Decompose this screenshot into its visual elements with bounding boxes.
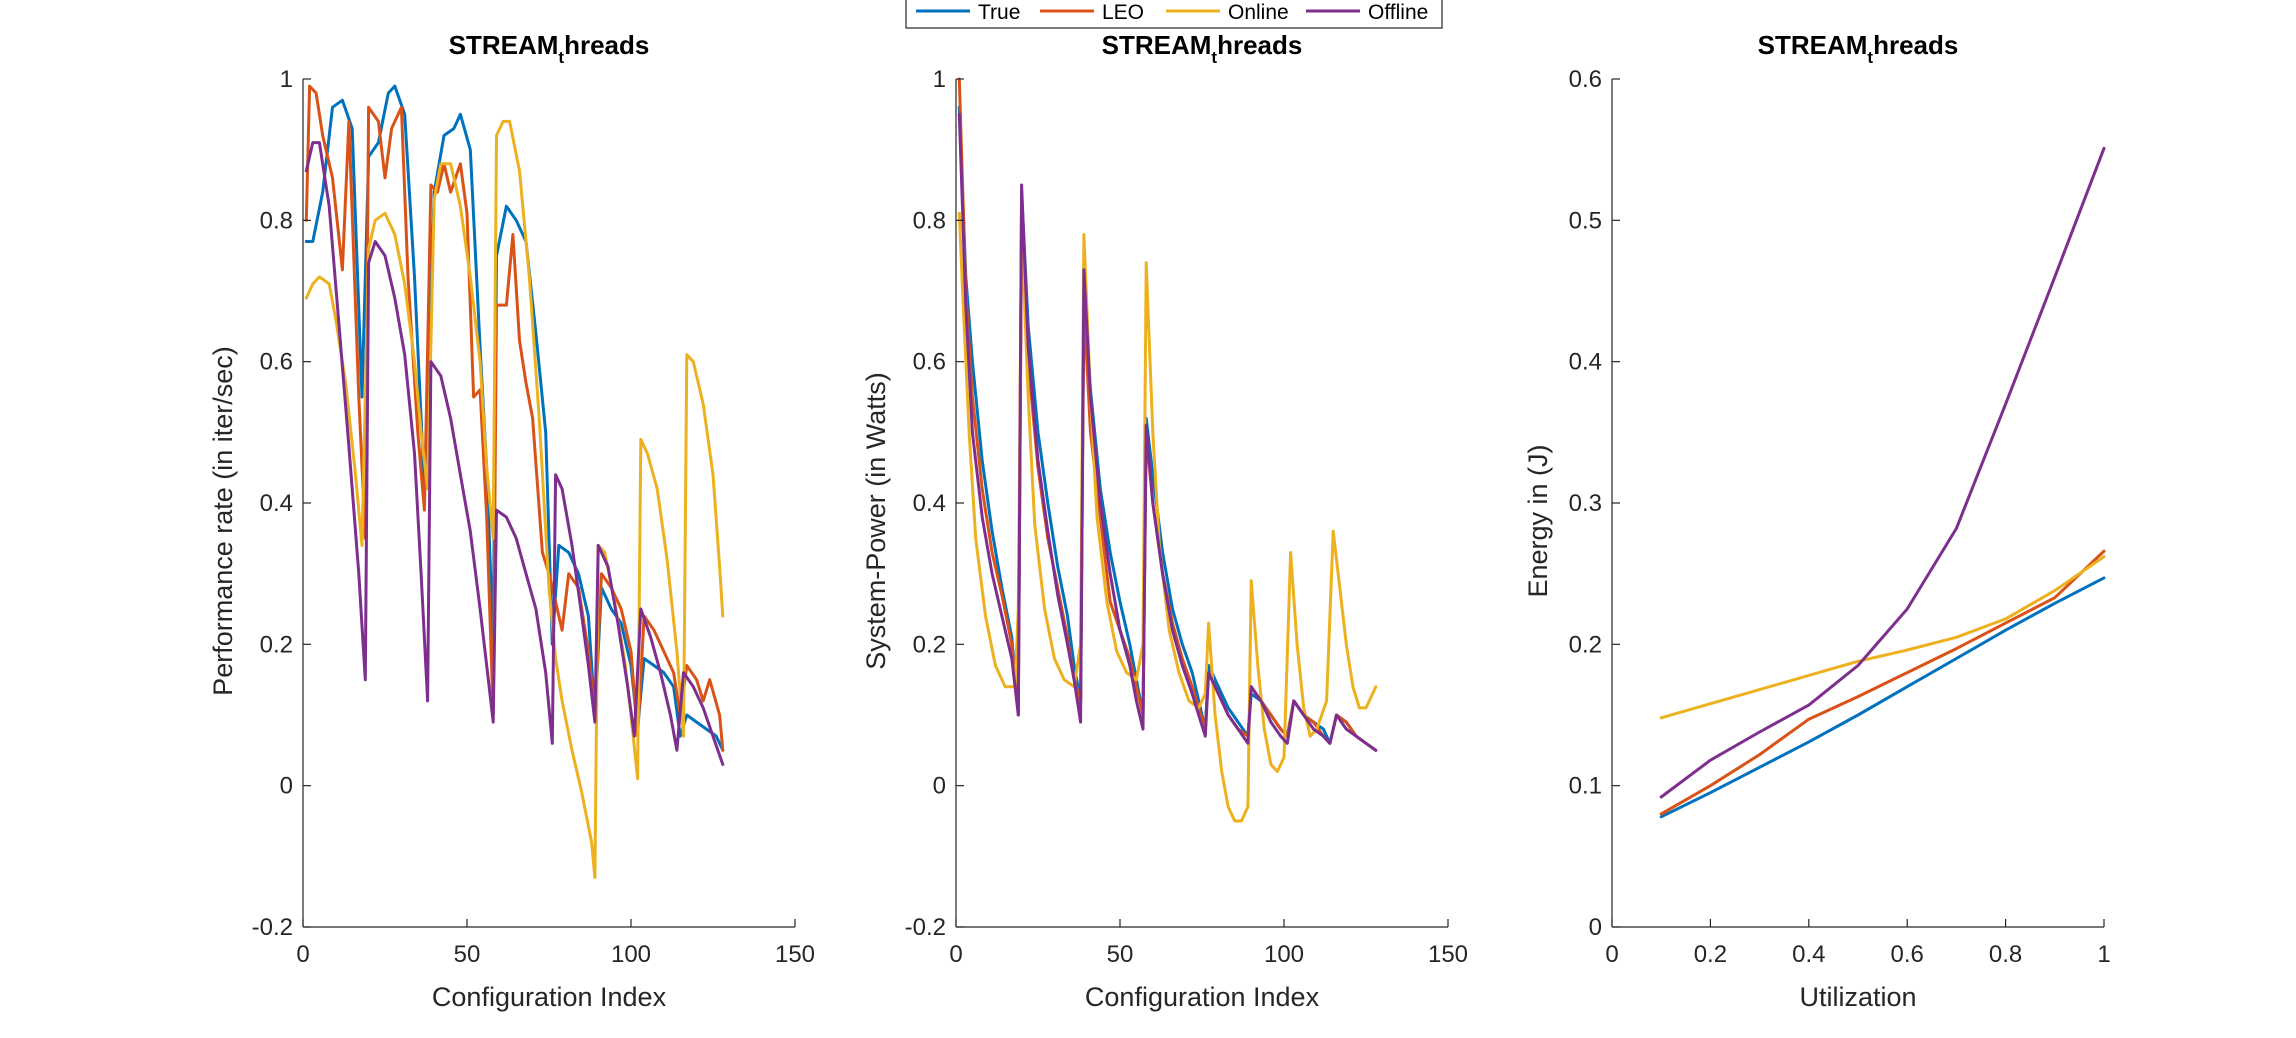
x-tick-label: 0.8 [1989, 941, 2022, 968]
y-tick-label: 0.2 [913, 631, 946, 658]
series-line-offline [1659, 146, 2106, 799]
legend-label-online: Online [1228, 1, 1289, 24]
series-line-leo [304, 84, 725, 752]
legend-label-true: True [978, 1, 1020, 24]
x-axis-label: Configuration Index [432, 982, 667, 1012]
legend: True LEO Online Offline [905, 0, 1443, 29]
y-tick-label: 0 [1589, 914, 1602, 941]
series-lines [1659, 146, 2106, 819]
x-tick-label: 0 [1605, 941, 1618, 968]
y-tick-label: 0 [280, 773, 293, 800]
y-tick-label: 0.6 [260, 349, 293, 376]
y-tick-label: 0.8 [260, 207, 293, 234]
y-tick-label: 0.1 [1569, 773, 1602, 800]
chart-title: STREAMthreads [449, 30, 650, 67]
series-line-true [1659, 576, 2106, 819]
series-line-offline [957, 112, 1378, 752]
power-chart: STREAMthreads Configuration Index System… [861, 30, 1468, 1012]
x-tick-label: 100 [1264, 941, 1304, 968]
y-tick-label: 0.8 [913, 207, 946, 234]
series-line-online [957, 211, 1378, 823]
x-tick-label: 0 [296, 941, 309, 968]
x-axis-label: Utilization [1799, 982, 1916, 1012]
y-axis-label: Energy in (J) [1523, 444, 1553, 597]
y-tick-label: 0.6 [913, 349, 946, 376]
x-axis-label: Configuration Index [1085, 982, 1320, 1012]
legend-box [905, 0, 1443, 29]
y-axis-label: Performance rate (in iter/sec) [208, 346, 238, 696]
y-tick-label: 0.4 [260, 490, 293, 517]
y-tick-label: 1 [933, 66, 946, 93]
y-tick-label: 0 [933, 773, 946, 800]
x-tick-label: 0 [949, 941, 962, 968]
y-tick-label: -0.2 [905, 914, 946, 941]
series-line-online [304, 119, 725, 879]
x-tick-label: 50 [454, 941, 481, 968]
series-lines [304, 84, 725, 879]
y-tick-label: 0.2 [260, 631, 293, 658]
performance-chart: STREAMthreads Configuration Index Perfor… [208, 30, 815, 1012]
series-line-online [1659, 555, 2106, 720]
y-tick-label: 0.2 [1569, 631, 1602, 658]
y-tick-label: 0.4 [1569, 349, 1602, 376]
y-tick-label: -0.2 [252, 914, 293, 941]
x-tick-label: 150 [1428, 941, 1468, 968]
x-tick-label: 0.6 [1891, 941, 1924, 968]
x-tick-label: 0.4 [1792, 941, 1825, 968]
x-tick-label: 50 [1107, 941, 1134, 968]
y-tick-label: 0.6 [1569, 66, 1602, 93]
y-axis-label: System-Power (in Watts) [861, 372, 891, 670]
chart-title: STREAMthreads [1102, 30, 1303, 67]
x-tick-label: 150 [775, 941, 815, 968]
x-tick-label: 100 [611, 941, 651, 968]
legend-label-leo: LEO [1102, 1, 1144, 24]
chart-title: STREAMthreads [1758, 30, 1959, 67]
y-tick-label: 0.3 [1569, 490, 1602, 517]
series-line-true [304, 84, 725, 752]
series-lines [957, 77, 1378, 823]
y-tick-label: 1 [280, 66, 293, 93]
series-line-offline [304, 141, 725, 766]
legend-label-offline: Offline [1368, 1, 1428, 24]
energy-chart: STREAMthreads Utilization Energy in (J) … [1523, 30, 2111, 1012]
x-tick-label: 0.2 [1694, 941, 1727, 968]
y-tick-label: 0.5 [1569, 207, 1602, 234]
x-tick-label: 1 [2097, 941, 2110, 968]
series-line-leo [1659, 549, 2106, 816]
y-tick-label: 0.4 [913, 490, 946, 517]
